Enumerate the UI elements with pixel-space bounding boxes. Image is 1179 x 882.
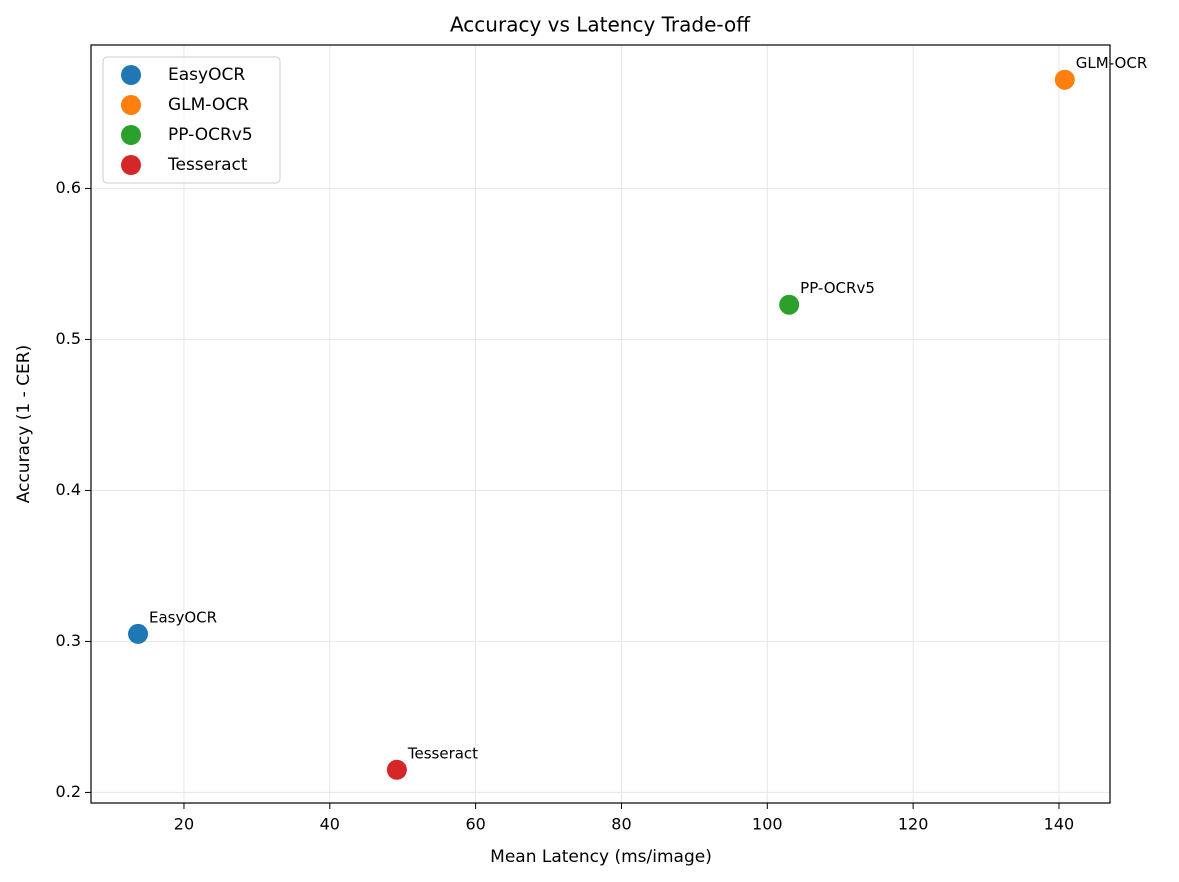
- plot-frame: [90, 44, 1111, 804]
- point: [779, 294, 800, 315]
- x-tick-label: 40: [320, 815, 340, 834]
- x-tick-label: 120: [898, 815, 929, 834]
- legend-label: Tesseract: [167, 155, 248, 175]
- legend-marker: [121, 65, 141, 85]
- y-axis-label: Accuracy (1 - CER): [14, 345, 34, 503]
- point-label: Tesseract: [407, 744, 478, 762]
- y-tick-label: 0.5: [56, 329, 81, 348]
- point-label: PP-OCRv5: [800, 279, 875, 297]
- y-tick-label: 0.3: [56, 631, 81, 650]
- legend-label: EasyOCR: [168, 65, 245, 85]
- point-label: GLM-OCR: [1076, 54, 1147, 72]
- x-tick-label: 60: [465, 815, 485, 834]
- legend-label: GLM-OCR: [168, 95, 249, 115]
- legend-marker: [121, 125, 141, 145]
- point-label: EasyOCR: [149, 608, 217, 626]
- y-tick-label: 0.6: [56, 178, 81, 197]
- x-tick-label: 20: [174, 815, 194, 834]
- x-tick-label: 100: [752, 815, 783, 834]
- x-tick-label: 80: [611, 815, 631, 834]
- legend-box: [102, 56, 281, 184]
- x-axis-label: Mean Latency (ms/image): [490, 847, 712, 867]
- chart-title: Accuracy vs Latency Trade-off: [450, 13, 751, 37]
- legend-label: PP-OCRv5: [168, 125, 253, 145]
- y-tick-label: 0.2: [56, 782, 81, 801]
- y-tick-label: 0.4: [56, 480, 81, 499]
- point: [386, 759, 407, 780]
- point: [128, 623, 149, 644]
- point: [1054, 69, 1075, 90]
- legend-marker: [121, 155, 141, 175]
- x-tick-label: 140: [1044, 815, 1075, 834]
- legend-marker: [121, 95, 141, 115]
